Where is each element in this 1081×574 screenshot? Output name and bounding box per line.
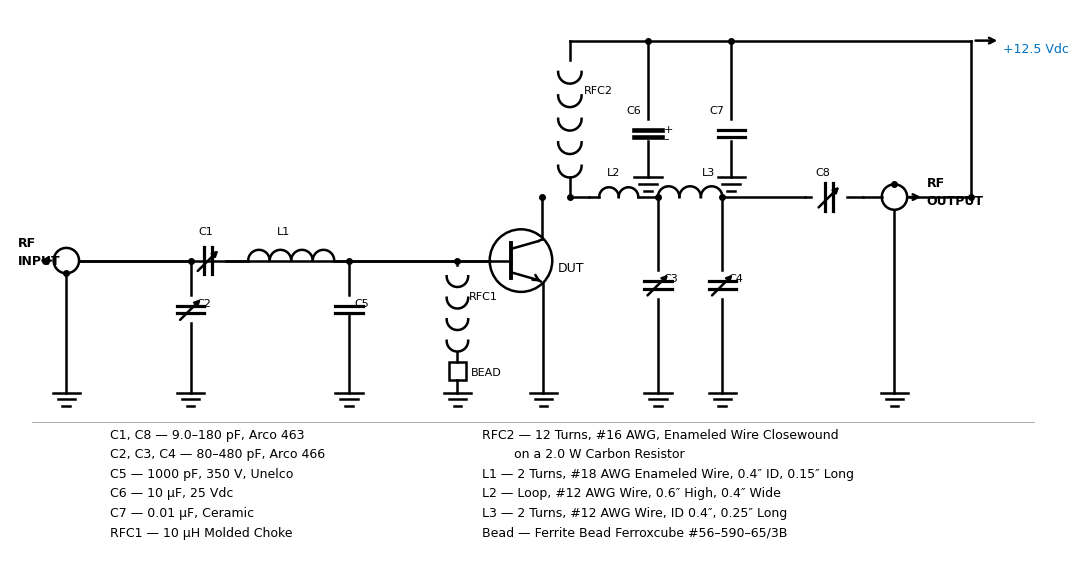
Text: RF: RF bbox=[926, 177, 945, 190]
Text: RFC2 — 12 Turns, #16 AWG, Enameled Wire Closewound: RFC2 — 12 Turns, #16 AWG, Enameled Wire … bbox=[482, 429, 839, 442]
Text: C3: C3 bbox=[664, 274, 679, 284]
Text: C1: C1 bbox=[198, 227, 213, 237]
Text: C5 — 1000 pF, 350 V, Unelco: C5 — 1000 pF, 350 V, Unelco bbox=[110, 468, 294, 481]
Text: C7 — 0.01 μF, Ceramic: C7 — 0.01 μF, Ceramic bbox=[110, 507, 254, 520]
Text: RF: RF bbox=[17, 237, 36, 250]
Text: DUT: DUT bbox=[558, 262, 585, 275]
Text: INPUT: INPUT bbox=[17, 254, 61, 267]
Text: L2: L2 bbox=[608, 168, 620, 177]
Text: L3 — 2 Turns, #12 AWG Wire, ID 0.4″, 0.25″ Long: L3 — 2 Turns, #12 AWG Wire, ID 0.4″, 0.2… bbox=[482, 507, 787, 520]
Text: L1: L1 bbox=[277, 227, 290, 237]
Text: C2: C2 bbox=[197, 298, 211, 309]
Text: C2, C3, C4 — 80–480 pF, Arco 466: C2, C3, C4 — 80–480 pF, Arco 466 bbox=[110, 448, 325, 461]
Text: C6: C6 bbox=[627, 106, 641, 116]
Text: L3: L3 bbox=[702, 168, 716, 177]
Text: C5: C5 bbox=[355, 298, 370, 309]
Text: RFC1: RFC1 bbox=[469, 292, 498, 302]
Text: Bead — Ferrite Bead Ferroxcube #56–590–65/3B: Bead — Ferrite Bead Ferroxcube #56–590–6… bbox=[482, 526, 787, 540]
Text: C8: C8 bbox=[815, 168, 830, 177]
Text: RFC1 — 10 μH Molded Choke: RFC1 — 10 μH Molded Choke bbox=[110, 526, 293, 540]
Text: +: + bbox=[664, 125, 673, 134]
Text: L1 — 2 Turns, #18 AWG Enameled Wire, 0.4″ ID, 0.15″ Long: L1 — 2 Turns, #18 AWG Enameled Wire, 0.4… bbox=[482, 468, 854, 481]
Text: –: – bbox=[664, 134, 669, 145]
Text: C4: C4 bbox=[729, 274, 743, 284]
Text: C1, C8 — 9.0–180 pF, Arco 463: C1, C8 — 9.0–180 pF, Arco 463 bbox=[110, 429, 305, 442]
Text: on a 2.0 W Carbon Resistor: on a 2.0 W Carbon Resistor bbox=[482, 448, 684, 461]
Text: C6 — 10 μF, 25 Vdc: C6 — 10 μF, 25 Vdc bbox=[110, 487, 233, 501]
Text: C7: C7 bbox=[710, 106, 724, 116]
Text: BEAD: BEAD bbox=[471, 368, 502, 378]
Text: L2 — Loop, #12 AWG Wire, 0.6″ High, 0.4″ Wide: L2 — Loop, #12 AWG Wire, 0.6″ High, 0.4″… bbox=[482, 487, 780, 501]
Text: +12.5 Vdc: +12.5 Vdc bbox=[1003, 42, 1069, 56]
Text: RFC2: RFC2 bbox=[584, 86, 613, 96]
Bar bbox=[449, 362, 466, 380]
Text: OUTPUT: OUTPUT bbox=[926, 195, 984, 208]
